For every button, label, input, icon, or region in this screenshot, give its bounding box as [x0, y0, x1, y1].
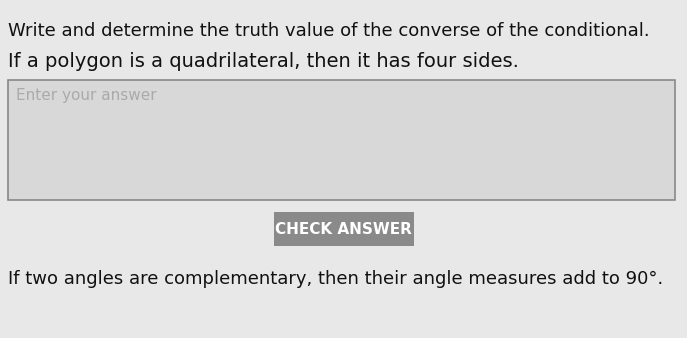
- FancyBboxPatch shape: [273, 212, 414, 246]
- Text: CHECK ANSWER: CHECK ANSWER: [275, 221, 412, 237]
- FancyBboxPatch shape: [8, 80, 675, 200]
- Text: If a polygon is a quadrilateral, then it has four sides.: If a polygon is a quadrilateral, then it…: [8, 52, 519, 71]
- Text: Write and determine the truth value of the converse of the conditional.: Write and determine the truth value of t…: [8, 22, 650, 40]
- Text: Enter your answer: Enter your answer: [16, 88, 157, 103]
- Text: If two angles are complementary, then their angle measures add to 90°.: If two angles are complementary, then th…: [8, 270, 663, 288]
